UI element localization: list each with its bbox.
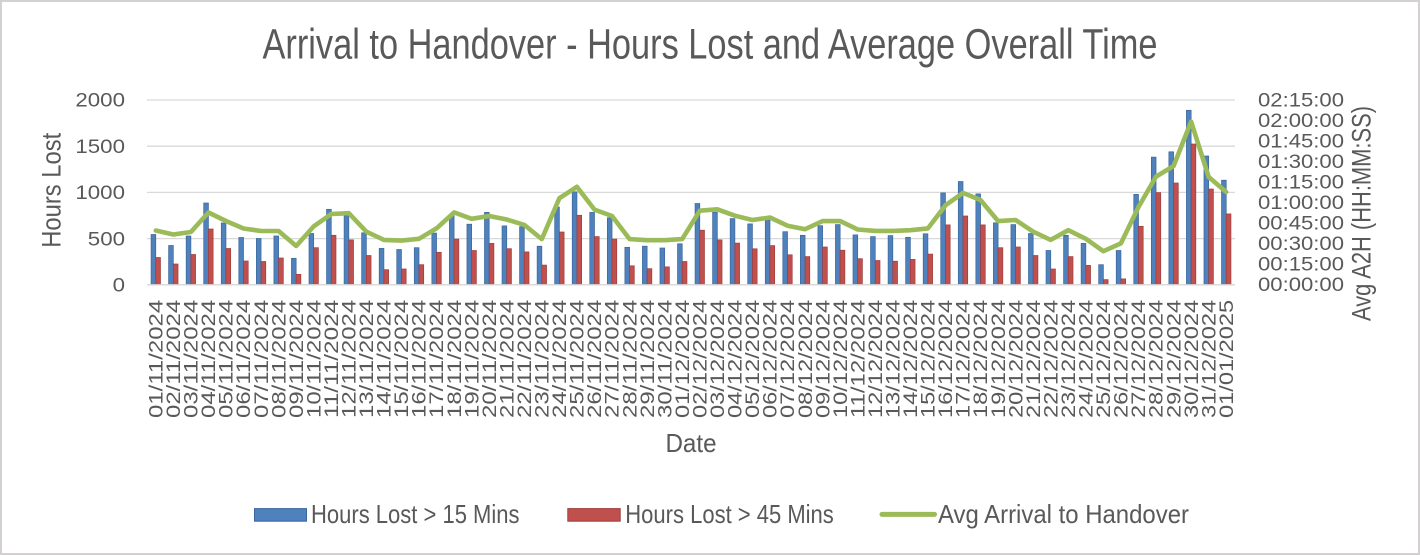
svg-text:31/12/2024: 31/12/2024 [1198,300,1220,418]
svg-text:01/11/2024: 01/11/2024 [146,300,168,418]
svg-text:06/11/2024: 06/11/2024 [233,300,255,418]
svg-text:12/12/2024: 12/12/2024 [865,300,887,418]
svg-text:27/11/2024: 27/11/2024 [602,300,624,418]
svg-text:25/12/2024: 25/12/2024 [1093,300,1115,418]
svg-text:Date: Date [666,428,717,458]
svg-text:18/12/2024: 18/12/2024 [970,300,992,418]
svg-text:14/12/2024: 14/12/2024 [900,300,922,418]
svg-text:02/12/2024: 02/12/2024 [690,300,712,418]
svg-text:09/12/2024: 09/12/2024 [812,300,834,418]
svg-text:13/12/2024: 13/12/2024 [883,300,905,418]
svg-text:23/12/2024: 23/12/2024 [1058,300,1080,418]
svg-text:24/11/2024: 24/11/2024 [549,300,571,418]
svg-text:01:15:00: 01:15:00 [1258,172,1344,194]
svg-text:25/11/2024: 25/11/2024 [567,300,589,418]
svg-text:05/11/2024: 05/11/2024 [216,300,238,418]
svg-text:04/11/2024: 04/11/2024 [198,300,220,418]
svg-text:04/12/2024: 04/12/2024 [725,300,747,418]
svg-text:15/12/2024: 15/12/2024 [918,300,940,418]
svg-text:Avg Arrival to Handover: Avg Arrival to Handover [938,499,1189,529]
svg-text:02:00:00: 02:00:00 [1258,110,1344,132]
svg-text:28/12/2024: 28/12/2024 [1146,300,1168,418]
svg-text:21/12/2024: 21/12/2024 [1023,300,1045,418]
svg-text:500: 500 [88,228,125,250]
svg-text:06/12/2024: 06/12/2024 [760,300,782,418]
svg-text:17/11/2024: 17/11/2024 [426,300,448,418]
svg-text:00:00:00: 00:00:00 [1258,274,1344,296]
svg-text:00:30:00: 00:30:00 [1258,233,1344,255]
svg-text:20/11/2024: 20/11/2024 [479,300,501,418]
svg-text:20/12/2024: 20/12/2024 [1005,300,1027,418]
svg-text:1000: 1000 [75,182,125,204]
svg-text:0: 0 [113,275,126,297]
svg-text:30/11/2024: 30/11/2024 [654,300,676,418]
svg-text:01/01/2025: 01/01/2025 [1216,300,1238,418]
svg-text:28/11/2024: 28/11/2024 [619,300,641,418]
svg-text:03/12/2024: 03/12/2024 [707,300,729,418]
svg-text:Avg A2H (HH:MM:SS): Avg A2H (HH:MM:SS) [1347,106,1377,321]
svg-text:16/12/2024: 16/12/2024 [935,300,957,418]
svg-text:01/12/2024: 01/12/2024 [672,300,694,418]
svg-text:26/11/2024: 26/11/2024 [584,300,606,418]
svg-text:07/11/2024: 07/11/2024 [251,300,273,418]
svg-text:27/12/2024: 27/12/2024 [1128,300,1150,418]
svg-text:08/11/2024: 08/11/2024 [268,300,290,418]
svg-text:22/11/2024: 22/11/2024 [514,300,536,418]
svg-text:02:15:00: 02:15:00 [1258,90,1344,112]
svg-text:00:45:00: 00:45:00 [1258,213,1344,235]
svg-text:2000: 2000 [75,90,125,112]
svg-text:29/12/2024: 29/12/2024 [1163,300,1185,418]
svg-text:16/11/2024: 16/11/2024 [409,300,431,418]
svg-text:Arrival to Handover - Hours Lo: Arrival to Handover - Hours Lost and Ave… [263,21,1158,69]
svg-text:24/12/2024: 24/12/2024 [1076,300,1098,418]
svg-text:08/12/2024: 08/12/2024 [795,300,817,418]
svg-text:11/12/2024: 11/12/2024 [847,300,869,418]
svg-text:Hours Lost: Hours Lost [37,132,67,247]
svg-text:01:45:00: 01:45:00 [1258,131,1344,153]
svg-text:18/11/2024: 18/11/2024 [444,300,466,418]
svg-text:02/11/2024: 02/11/2024 [163,300,185,418]
svg-text:10/11/2024: 10/11/2024 [303,300,325,418]
svg-text:Hours Lost > 45 Mins: Hours Lost > 45 Mins [625,499,834,529]
svg-text:26/12/2024: 26/12/2024 [1111,300,1133,418]
svg-text:23/11/2024: 23/11/2024 [532,300,554,418]
svg-text:17/12/2024: 17/12/2024 [953,300,975,418]
svg-text:03/11/2024: 03/11/2024 [181,300,203,418]
svg-text:07/12/2024: 07/12/2024 [777,300,799,418]
svg-text:19/12/2024: 19/12/2024 [988,300,1010,418]
svg-text:29/11/2024: 29/11/2024 [637,300,659,418]
svg-text:21/11/2024: 21/11/2024 [496,300,518,418]
svg-text:09/11/2024: 09/11/2024 [286,300,308,418]
svg-text:30/12/2024: 30/12/2024 [1181,300,1203,418]
svg-text:10/12/2024: 10/12/2024 [830,300,852,418]
svg-text:00:15:00: 00:15:00 [1258,254,1344,276]
svg-text:05/12/2024: 05/12/2024 [742,300,764,418]
svg-text:1500: 1500 [75,136,125,158]
svg-text:22/12/2024: 22/12/2024 [1040,300,1062,418]
svg-text:15/11/2024: 15/11/2024 [391,300,413,418]
svg-text:14/11/2024: 14/11/2024 [374,300,396,418]
svg-text:11/11/2024: 11/11/2024 [321,300,343,418]
svg-text:19/11/2024: 19/11/2024 [461,300,483,418]
svg-text:01:00:00: 01:00:00 [1258,192,1344,214]
svg-text:01:30:00: 01:30:00 [1258,151,1344,173]
svg-text:12/11/2024: 12/11/2024 [339,300,361,418]
svg-text:Hours Lost > 15 Mins: Hours Lost > 15 Mins [311,499,520,529]
svg-text:13/11/2024: 13/11/2024 [356,300,378,418]
